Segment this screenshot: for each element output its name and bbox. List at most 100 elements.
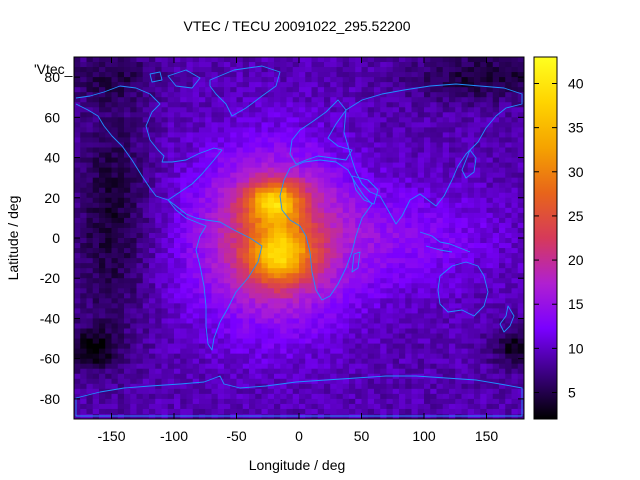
heatmap-cell xyxy=(480,92,488,98)
heatmap-cell xyxy=(380,333,388,340)
heatmap-cell xyxy=(86,117,94,123)
heatmap-cell xyxy=(324,82,331,88)
heatmap-cell xyxy=(386,102,394,108)
heatmap-cell xyxy=(224,338,231,345)
heatmap-cell xyxy=(474,132,481,139)
heatmap-cell xyxy=(267,353,275,360)
heatmap-cell xyxy=(149,72,156,78)
heatmap-cell xyxy=(149,403,156,410)
heatmap-cell xyxy=(486,343,494,350)
heatmap-cell xyxy=(124,212,131,219)
heatmap-cell xyxy=(392,72,400,78)
heatmap-cell xyxy=(292,398,300,405)
heatmap-cell xyxy=(86,288,94,294)
heatmap-cell xyxy=(149,273,156,279)
heatmap-cell xyxy=(80,388,88,395)
heatmap-cell xyxy=(267,192,275,199)
heatmap-cell xyxy=(230,403,238,410)
heatmap-cell xyxy=(92,227,100,234)
heatmap-cell xyxy=(461,102,469,108)
heatmap-cell xyxy=(111,207,119,214)
heatmap-cell xyxy=(274,323,281,330)
heatmap-cell xyxy=(442,333,450,340)
heatmap-cell xyxy=(499,172,506,179)
heatmap-cell xyxy=(117,358,125,365)
heatmap-cell xyxy=(286,278,294,284)
heatmap-cell xyxy=(186,187,194,194)
heatmap-cell xyxy=(192,398,200,405)
heatmap-cell xyxy=(361,353,369,360)
heatmap-cell xyxy=(461,177,469,184)
heatmap-cell xyxy=(267,238,275,244)
heatmap-cell xyxy=(274,358,281,365)
heatmap-cell xyxy=(92,243,100,249)
heatmap-cell xyxy=(442,202,450,209)
heatmap-cell xyxy=(386,217,394,224)
heatmap-cell xyxy=(424,268,431,274)
heatmap-cell xyxy=(230,57,238,63)
heatmap-cell xyxy=(380,303,388,309)
heatmap-cell xyxy=(292,137,300,144)
heatmap-cell xyxy=(74,398,81,405)
heatmap-cell xyxy=(386,258,394,264)
heatmap-cell xyxy=(74,388,81,395)
heatmap-cell xyxy=(92,258,100,264)
heatmap-cell xyxy=(286,313,294,320)
heatmap-cell xyxy=(442,343,450,350)
heatmap-cell xyxy=(117,102,125,108)
heatmap-cell xyxy=(117,273,125,279)
heatmap-cell xyxy=(86,373,94,380)
heatmap-cell xyxy=(436,142,444,149)
heatmap-cell xyxy=(117,413,125,419)
heatmap-cell xyxy=(180,67,188,73)
heatmap-cell xyxy=(236,293,244,299)
heatmap-cell xyxy=(92,212,100,219)
heatmap-cell xyxy=(92,248,100,254)
heatmap-cell xyxy=(299,293,306,299)
heatmap-cell xyxy=(486,137,494,144)
heatmap-cell xyxy=(230,72,238,78)
heatmap-cell xyxy=(480,172,488,179)
heatmap-cell xyxy=(217,112,225,118)
heatmap-cell xyxy=(380,197,388,204)
heatmap-cell xyxy=(299,132,306,139)
heatmap-cell xyxy=(361,378,369,385)
heatmap-cell xyxy=(199,283,206,289)
heatmap-cell xyxy=(267,102,275,108)
heatmap-cell xyxy=(430,378,438,385)
heatmap-cell xyxy=(436,222,444,229)
heatmap-cell xyxy=(167,112,175,118)
heatmap-cell xyxy=(74,192,81,199)
heatmap-cell xyxy=(292,62,300,68)
heatmap-cell xyxy=(130,162,138,169)
heatmap-cell xyxy=(305,373,313,380)
heatmap-cell xyxy=(92,202,100,209)
heatmap-cell xyxy=(174,187,181,194)
heatmap-cell xyxy=(224,278,231,284)
heatmap-cell xyxy=(205,318,213,325)
heatmap-cell xyxy=(92,308,100,315)
heatmap-cell xyxy=(405,403,413,410)
heatmap-cell xyxy=(80,192,88,199)
heatmap-cell xyxy=(392,278,400,284)
heatmap-cell xyxy=(336,283,344,289)
heatmap-cell xyxy=(449,403,456,410)
heatmap-cell xyxy=(442,192,450,199)
heatmap-cell xyxy=(486,122,494,128)
heatmap-cell xyxy=(305,182,313,189)
heatmap-cell xyxy=(155,278,163,284)
heatmap-cell xyxy=(449,227,456,234)
heatmap-cell xyxy=(142,378,150,385)
heatmap-cell xyxy=(224,57,231,63)
heatmap-cell xyxy=(330,232,338,239)
heatmap-cell xyxy=(111,378,119,385)
heatmap-cell xyxy=(317,363,325,370)
heatmap-cell xyxy=(267,363,275,370)
heatmap-cell xyxy=(161,172,169,179)
heatmap-cell xyxy=(80,323,88,330)
heatmap-cell xyxy=(367,162,375,169)
heatmap-cell xyxy=(336,157,344,164)
heatmap-cell xyxy=(130,202,138,209)
heatmap-cell xyxy=(461,303,469,309)
heatmap-cell xyxy=(224,368,231,375)
